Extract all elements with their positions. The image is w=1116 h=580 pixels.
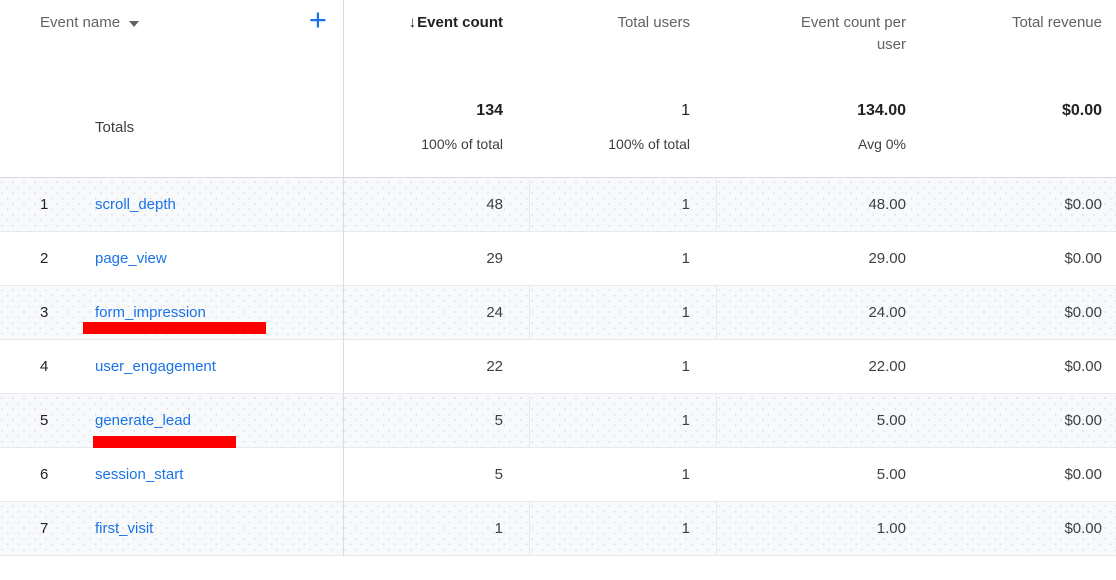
totals-event-count-value: 134 (476, 102, 503, 119)
table-row: 1 scroll_depth 48 1 48.00 $0.00 (0, 178, 1116, 232)
total-users-value: 1 (681, 358, 690, 375)
totals-label: Totals (95, 119, 135, 136)
total-users-value: 1 (529, 394, 716, 447)
add-dimension-button[interactable]: + (309, 4, 327, 36)
total-users-value: 1 (529, 178, 716, 231)
total-revenue-value: $0.00 (916, 394, 1116, 447)
column-header-total-users[interactable]: Total users (529, 0, 716, 78)
event-name-link[interactable]: session_start (95, 466, 184, 483)
column-divider (343, 0, 344, 556)
table-row: 7 first_visit 1 1 1.00 $0.00 (0, 502, 1116, 556)
event-count-value: 24 (343, 286, 529, 339)
totals-event-count-per-user-value: 134.00 (857, 102, 906, 119)
row-index: 7 (40, 520, 49, 537)
event-name-link[interactable]: first_visit (95, 520, 154, 537)
table-header-row: Event name + ↓Event count Total users Ev… (0, 0, 1116, 78)
total-revenue-value: $0.00 (1064, 250, 1102, 267)
event-name-link[interactable]: scroll_depth (95, 196, 176, 213)
row-index: 4 (40, 358, 49, 375)
event-name-link[interactable]: user_engagement (95, 358, 216, 375)
totals-row: Totals 134 100% of total 1 100% of total… (0, 78, 1116, 178)
total-revenue-value: $0.00 (916, 178, 1116, 231)
total-users-value: 1 (529, 502, 716, 555)
total-revenue-value: $0.00 (916, 286, 1116, 339)
row-index: 6 (40, 466, 49, 483)
plus-icon: + (308, 2, 327, 37)
dimension-label: Event name (40, 14, 121, 31)
annotation-underline (83, 322, 266, 334)
column-header-total-revenue[interactable]: Total revenue (916, 0, 1116, 78)
totals-event-count: 134 100% of total (343, 78, 529, 177)
event-count-value: 5 (343, 394, 529, 447)
event-count-value: 48 (343, 178, 529, 231)
table-body: 1 scroll_depth 48 1 48.00 $0.00 2 page_v… (0, 178, 1116, 556)
column-header-label: Total users (617, 14, 690, 31)
total-revenue-value: $0.00 (1064, 466, 1102, 483)
totals-event-count-per-user-sub: Avg 0% (858, 136, 906, 152)
event-count-value: 5 (494, 466, 503, 483)
caret-down-icon (129, 21, 140, 27)
table-row: 6 session_start 5 1 5.00 $0.00 (0, 448, 1116, 502)
totals-total-revenue: $0.00 (916, 78, 1116, 177)
totals-total-revenue-value: $0.00 (1061, 102, 1102, 119)
row-index: 3 (40, 304, 49, 321)
column-header-label: Total revenue (1011, 14, 1102, 31)
column-header-event-count-per-user[interactable]: Event count per user (716, 0, 916, 78)
event-count-per-user-value: 29.00 (868, 250, 906, 267)
totals-event-count-sub: 100% of total (421, 136, 503, 152)
totals-total-users-value: 1 (681, 102, 690, 119)
annotation-underline (93, 436, 236, 448)
event-count-value: 29 (486, 250, 503, 267)
table-row: 2 page_view 29 1 29.00 $0.00 (0, 232, 1116, 286)
event-name-link[interactable]: form_impression (95, 304, 206, 321)
total-revenue-value: $0.00 (916, 502, 1116, 555)
row-index: 5 (40, 412, 49, 429)
event-count-value: 22 (486, 358, 503, 375)
event-name-link[interactable]: generate_lead (95, 412, 191, 429)
total-users-value: 1 (529, 286, 716, 339)
column-header-label: Event count (417, 14, 503, 31)
total-users-value: 1 (681, 466, 690, 483)
table-row: 5 generate_lead 5 1 5.00 $0.00 (0, 394, 1116, 448)
totals-total-users: 1 100% of total (529, 78, 716, 177)
event-count-per-user-value: 5.00 (716, 394, 916, 447)
dimension-selector[interactable]: Event name (40, 12, 140, 34)
dimension-header-cell: Event name + (0, 0, 343, 78)
row-index: 2 (40, 250, 49, 267)
column-header-label: Event count per user (800, 14, 906, 53)
column-header-event-count[interactable]: ↓Event count (343, 0, 529, 78)
table-row: 4 user_engagement 22 1 22.00 $0.00 (0, 340, 1116, 394)
event-count-per-user-value: 22.00 (868, 358, 906, 375)
event-count-value: 1 (343, 502, 529, 555)
event-count-per-user-value: 24.00 (716, 286, 916, 339)
totals-total-users-sub: 100% of total (608, 136, 690, 152)
total-users-value: 1 (681, 250, 690, 267)
event-count-per-user-value: 1.00 (716, 502, 916, 555)
sort-descending-icon: ↓ (408, 14, 417, 31)
row-index: 1 (40, 196, 49, 213)
total-revenue-value: $0.00 (1064, 358, 1102, 375)
event-count-per-user-value: 5.00 (876, 466, 906, 483)
event-name-link[interactable]: page_view (95, 250, 167, 267)
event-count-per-user-value: 48.00 (716, 178, 916, 231)
totals-event-count-per-user: 134.00 Avg 0% (716, 78, 916, 177)
